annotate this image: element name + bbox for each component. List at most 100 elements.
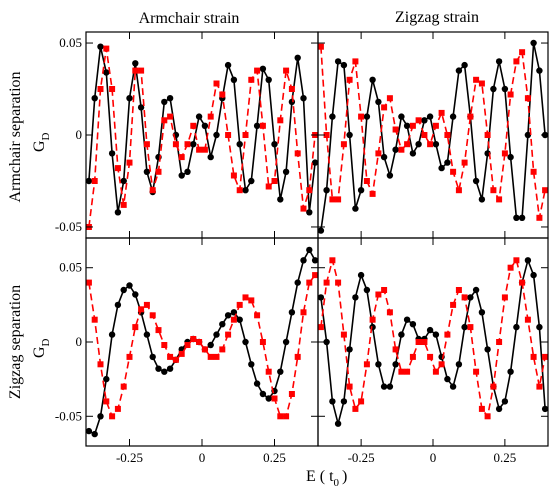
data-point <box>190 141 197 148</box>
data-point <box>283 413 290 420</box>
data-point <box>518 214 526 221</box>
data-point <box>149 353 156 361</box>
data-point <box>340 61 348 69</box>
data-point <box>207 341 214 349</box>
data-point <box>294 279 301 286</box>
svg-text:GD: GD <box>31 338 52 358</box>
data-point <box>271 178 278 184</box>
data-point <box>392 126 399 133</box>
data-point <box>398 331 405 338</box>
data-point <box>126 353 133 360</box>
data-point <box>271 395 278 402</box>
data-point <box>219 321 226 328</box>
data-point <box>282 338 290 346</box>
data-point <box>201 346 208 353</box>
ylabel-bottom-main: G <box>31 346 48 358</box>
data-point <box>248 297 255 304</box>
data-point <box>126 95 133 102</box>
panel-2 <box>317 31 549 239</box>
data-point <box>392 361 399 368</box>
data-point <box>530 168 537 175</box>
data-point <box>530 39 537 47</box>
data-point <box>114 165 121 172</box>
data-point <box>403 122 411 129</box>
data-point <box>120 177 127 185</box>
data-point <box>421 339 428 345</box>
data-point <box>248 177 255 185</box>
data-point <box>501 85 509 93</box>
data-point <box>340 398 348 405</box>
col-title-armchair-strain: Armchair strain <box>139 10 240 27</box>
data-point <box>386 383 394 390</box>
data-point <box>166 365 174 372</box>
data-point <box>114 301 122 309</box>
data-point <box>317 294 325 301</box>
svg-text:GD: GD <box>31 132 52 152</box>
data-point <box>335 279 342 286</box>
data-point <box>541 405 549 413</box>
ylabel-bottom-sub: D <box>40 338 52 346</box>
data-point <box>536 214 543 221</box>
data-point <box>334 58 342 65</box>
series-line-1-1 <box>88 46 316 213</box>
data-point <box>120 383 127 390</box>
data-point <box>132 60 139 67</box>
data-point <box>271 141 278 148</box>
data-point <box>300 95 307 102</box>
data-point <box>300 205 307 212</box>
data-point <box>329 113 336 120</box>
data-point <box>455 361 463 368</box>
data-point <box>103 69 110 76</box>
data-point <box>398 146 405 153</box>
data-point <box>455 67 463 74</box>
y-tick-label: -0.05 <box>55 219 82 234</box>
data-point <box>143 168 151 175</box>
data-point <box>161 117 168 124</box>
data-point <box>300 309 307 316</box>
data-point <box>467 113 474 120</box>
data-point <box>114 209 122 216</box>
data-point <box>161 98 168 106</box>
data-point <box>91 316 98 323</box>
data-point <box>542 353 549 360</box>
data-point <box>306 187 313 194</box>
data-point <box>317 324 324 331</box>
data-point <box>375 98 382 106</box>
data-point <box>259 390 267 398</box>
data-point <box>126 282 133 289</box>
data-point <box>207 353 214 360</box>
data-point <box>409 122 416 129</box>
data-point <box>363 113 371 120</box>
data-point <box>461 61 468 69</box>
data-point <box>340 141 347 148</box>
data-point <box>329 196 336 203</box>
data-point <box>97 86 104 92</box>
data-point <box>427 353 434 360</box>
data-point <box>524 316 531 323</box>
y-tick-label: 0 <box>76 127 83 142</box>
data-point <box>161 368 168 375</box>
data-point <box>334 420 342 427</box>
data-point <box>166 95 174 102</box>
data-point <box>426 326 434 334</box>
data-point <box>236 141 243 148</box>
data-point <box>495 405 503 413</box>
data-point <box>507 264 514 271</box>
data-point <box>507 368 514 375</box>
row-title-zigzag-separation: Zigzag separation <box>7 285 24 399</box>
data-point <box>230 76 238 84</box>
data-point <box>254 67 261 74</box>
data-point <box>277 117 284 124</box>
data-point <box>103 398 110 405</box>
data-point <box>536 67 543 74</box>
data-point <box>172 141 179 148</box>
data-point <box>311 257 319 264</box>
data-point <box>450 168 457 175</box>
data-point <box>335 196 342 203</box>
data-point <box>306 209 313 216</box>
data-point <box>253 380 261 387</box>
data-point <box>196 339 203 345</box>
data-point <box>478 405 485 412</box>
data-point <box>484 413 491 420</box>
data-point <box>224 61 232 69</box>
